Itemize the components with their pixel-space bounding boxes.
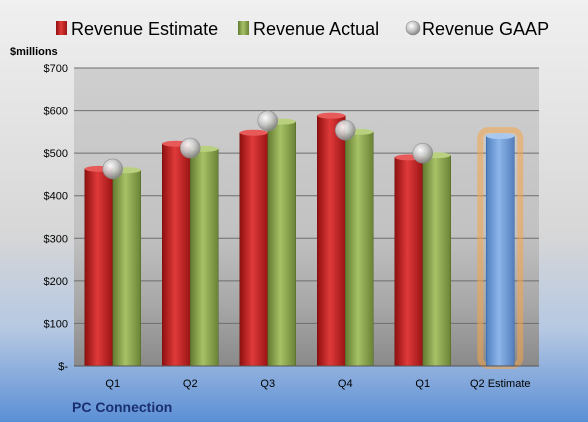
x-tick-label: Q1 [415, 378, 430, 390]
plot-area: $- $100 $200 $300 $400 $500 $600 $700 Q1 Q2 Q3 Q4 Q1… [44, 63, 539, 390]
x-tick-label: Q2 [183, 378, 198, 390]
point-revenue-gaap [102, 158, 124, 180]
legend-label: Revenue GAAP [422, 19, 549, 39]
y-tick-label: $700 [44, 63, 68, 75]
point-revenue-gaap [257, 110, 279, 132]
bar-revenue-estimate [239, 132, 268, 367]
y-tick-label: $300 [44, 233, 68, 245]
point-revenue-gaap [334, 119, 356, 141]
x-tick-label: Q2 Estimate [470, 378, 531, 390]
y-tick-label: $500 [44, 148, 68, 160]
x-tick-label: Q3 [260, 378, 275, 390]
bar-revenue-actual [345, 131, 374, 367]
y-tick-label: $600 [44, 106, 68, 118]
y-axis-label: $millions [10, 46, 58, 58]
y-tick-label: $200 [44, 276, 68, 288]
legend-swatch-revenue-actual [238, 21, 249, 35]
bar-top-revenue-estimate [317, 112, 346, 119]
plot-background [74, 68, 539, 366]
bar-revenue-estimate [162, 143, 191, 367]
legend-label: Revenue Actual [253, 19, 379, 39]
legend: Revenue Estimate Revenue Actual Revenue GA… [56, 19, 549, 39]
bar-q2-estimate [485, 135, 515, 367]
bar-revenue-actual [267, 121, 296, 367]
bar-revenue-actual [190, 148, 219, 367]
legend-swatch-revenue-gaap [405, 20, 421, 36]
point-revenue-gaap [412, 142, 434, 164]
bar-revenue-estimate [84, 168, 113, 367]
point-revenue-gaap [179, 137, 201, 159]
bar-revenue-estimate [317, 115, 346, 367]
legend-label: Revenue Estimate [71, 19, 218, 39]
y-tick-label: $100 [44, 318, 68, 330]
x-tick-label: Q4 [338, 378, 353, 390]
bar-revenue-estimate [394, 157, 423, 367]
bar-revenue-actual [422, 155, 451, 367]
bar-top-revenue-estimate [239, 129, 268, 136]
x-tick-label: Q1 [105, 378, 120, 390]
legend-swatch-revenue-estimate [56, 21, 67, 35]
y-tick-label: $- [58, 361, 68, 373]
bar-top-q2-estimate [486, 133, 515, 140]
y-tick-label: $400 [44, 191, 68, 203]
bar-revenue-actual [112, 169, 141, 367]
company-name: PC Connection [72, 399, 172, 415]
